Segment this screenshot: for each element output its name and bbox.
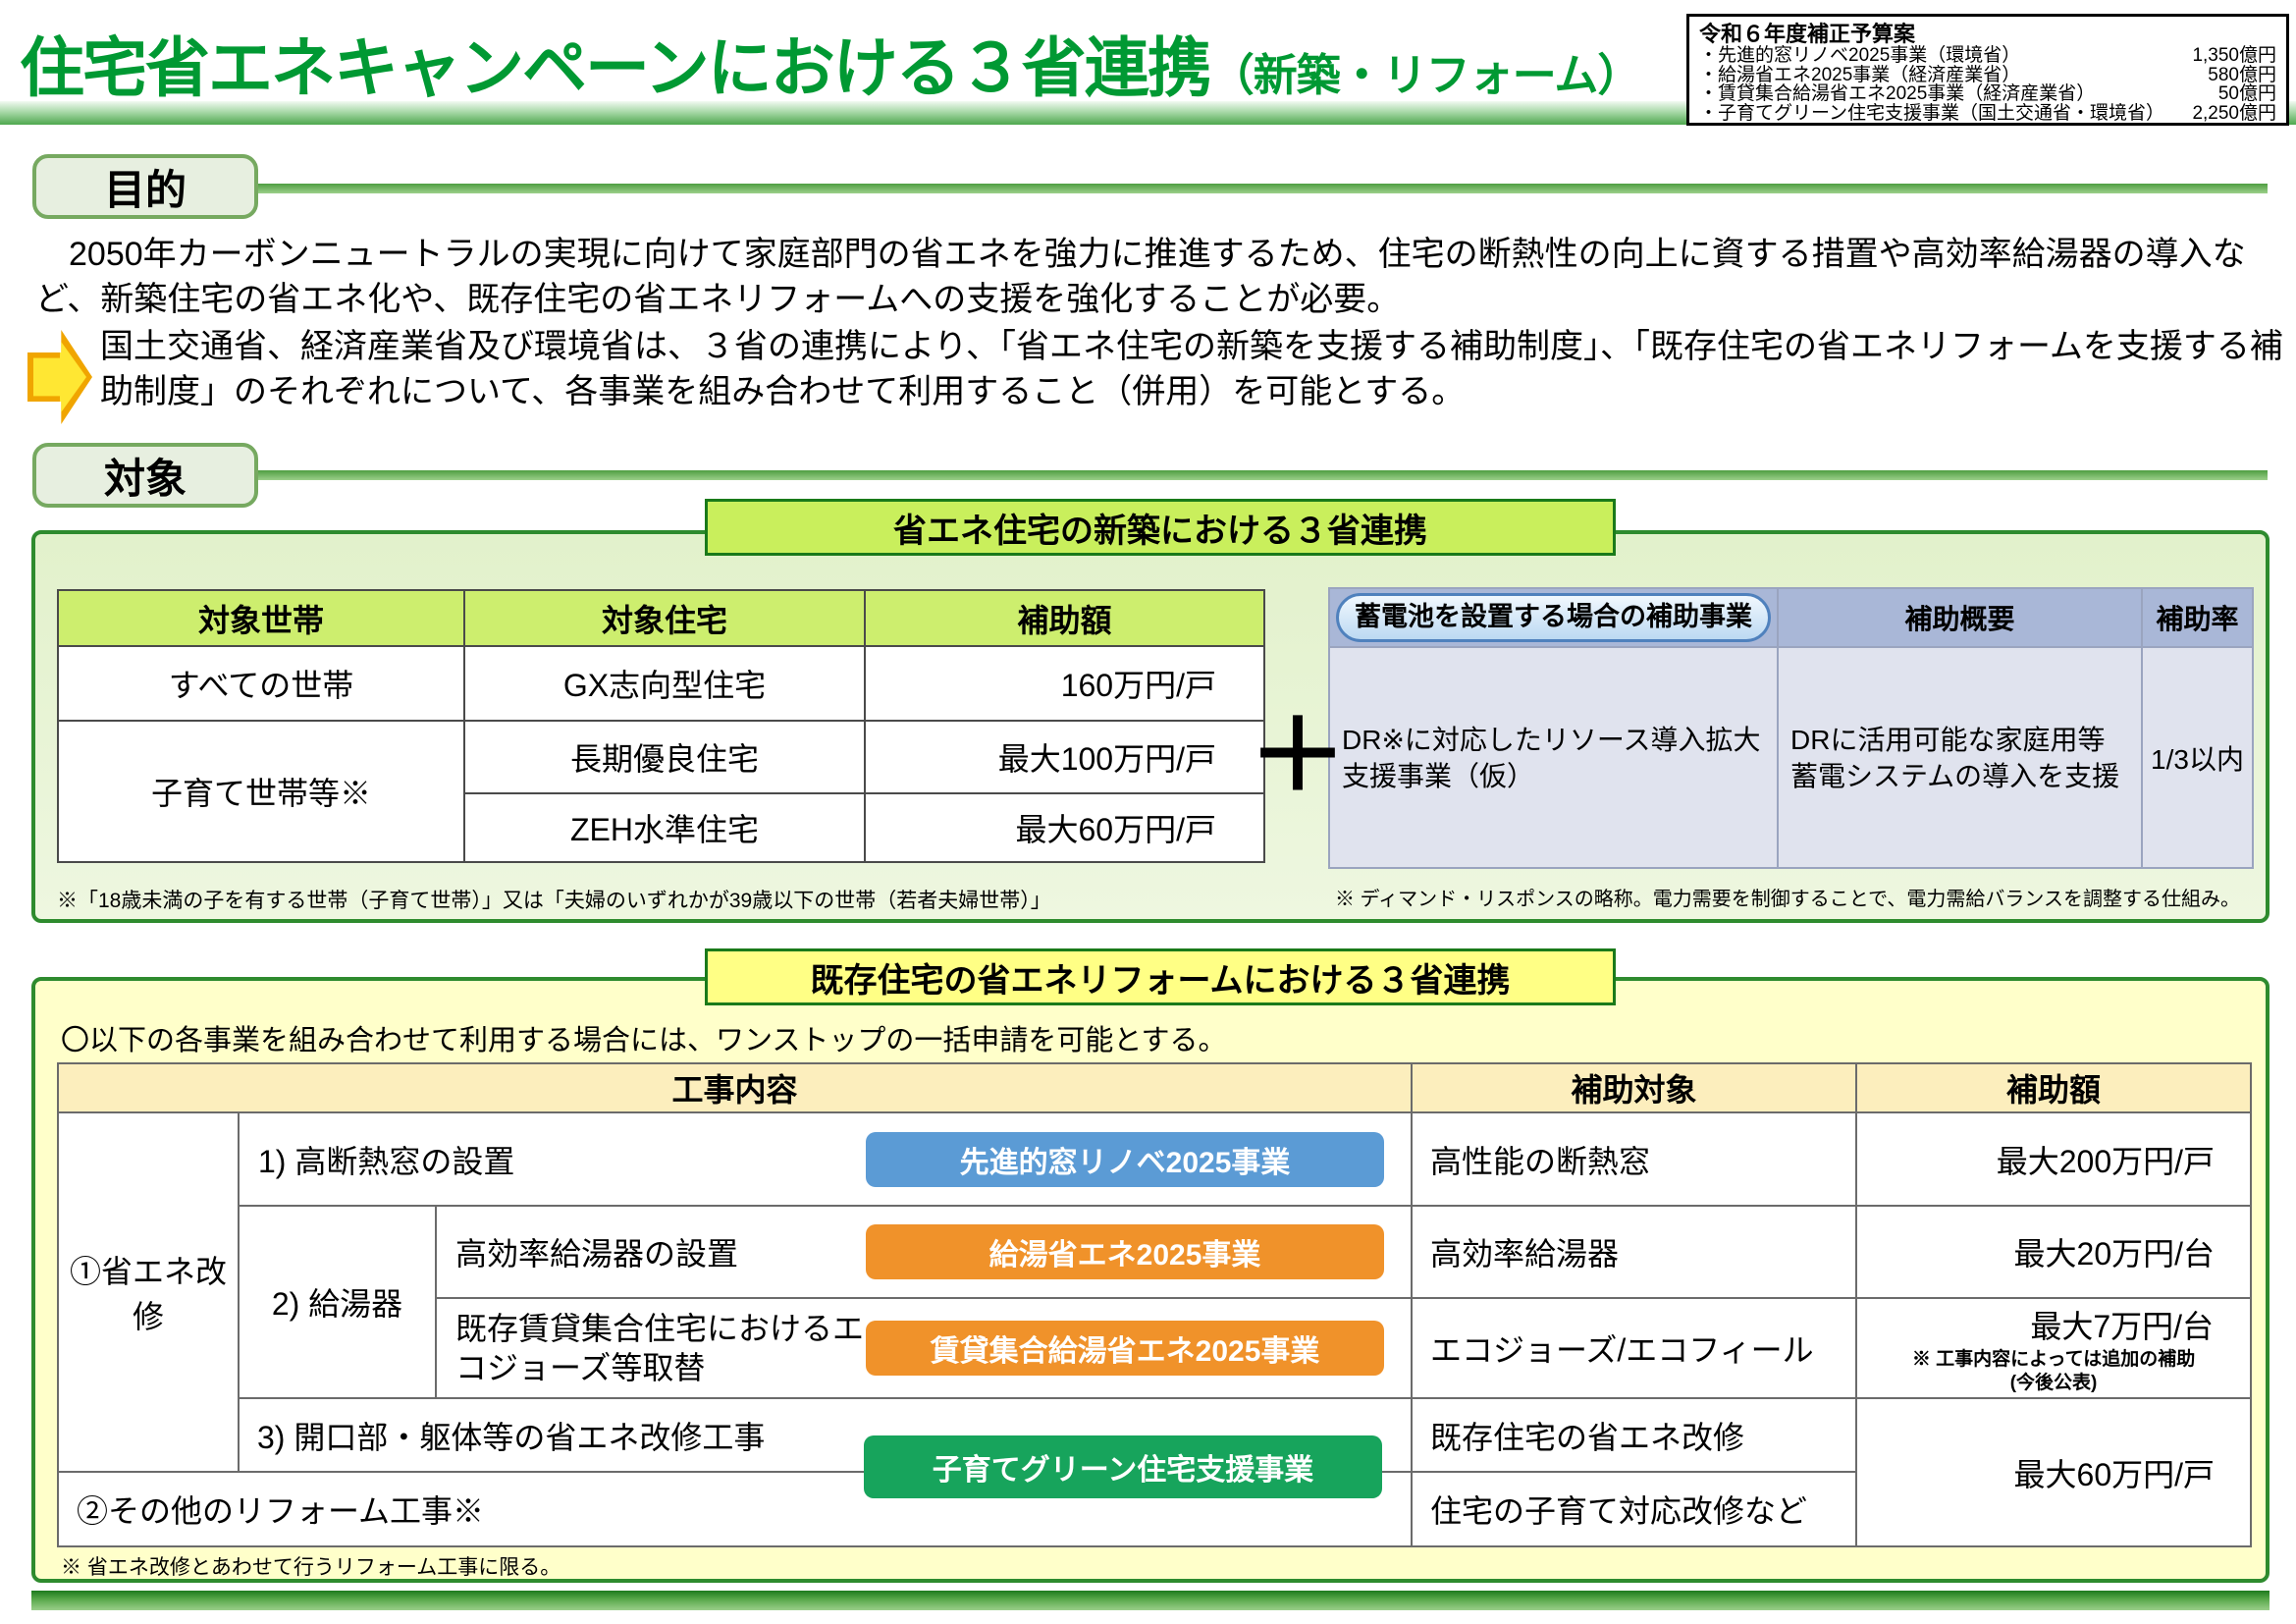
budget-item: ・子育てグリーン住宅支援事業（国土交通省・環境省） 2,250億円 xyxy=(1699,102,2276,124)
work-label: 既存賃貸集合住宅におけるエコジョーズ等取替 xyxy=(455,1311,865,1385)
new-construction-footnote: ※「18歳未満の子を有する世帯（子育て世帯）」又は「夫婦のいずれかが39歳以下の… xyxy=(57,890,1051,912)
col-header-household: 対象世帯 xyxy=(57,589,465,647)
battery-header-pill: 蓄電池を設置する場合の補助事業 xyxy=(1336,593,1771,642)
cell-amount: 最大60万円/戸 xyxy=(864,792,1265,863)
program-badge-mado-renovation: 先進的窓リノベ2025事業 xyxy=(866,1131,1385,1187)
dr-footnote: ※ ディマンド・リスポンスの略称。電力需要を制御することで、電力需給バランスを調… xyxy=(1335,889,2240,910)
reform-lead-text: 〇以下の各事業を組み合わせて利用する場合には、ワンストップの一括申請を可能とする… xyxy=(61,1025,1227,1056)
col-header-amount: 補助額 xyxy=(864,589,1265,647)
work-label: 高効率給湯器の設置 xyxy=(455,1236,739,1272)
reform-footnote: ※ 省エネ改修とあわせて行うリフォーム工事に限る。 xyxy=(61,1556,561,1579)
target-section-line xyxy=(32,470,2268,480)
amount-value: 最大7万円/台 xyxy=(2030,1309,2215,1344)
purpose-section-label: 目的 xyxy=(32,154,258,219)
work-label: 1) 高断熱窓の設置 xyxy=(258,1143,515,1179)
budget-item: ・給湯省エネ2025事業（経済産業省） 580億円 xyxy=(1699,64,2276,85)
cell-work: 3) 開口部・躯体等の省エネ改修工事 xyxy=(237,1397,1414,1473)
cell-target: 既存住宅の省エネ改修 xyxy=(1411,1397,1858,1473)
new-construction-heading: 省エネ住宅の新築における３省連携 xyxy=(705,499,1616,556)
budget-item-label: ・給湯省エネ2025事業（経済産業省） xyxy=(1699,64,2021,85)
amount-note-line1: ※ 工事内容によっては追加の補助 xyxy=(1911,1349,2196,1370)
budget-item-amount: 50億円 xyxy=(2217,83,2276,104)
table-row: 3) 開口部・躯体等の省エネ改修工事 既存住宅の省エネ改修 最大60万円/戸 xyxy=(58,1397,2253,1547)
budget-box: 令和６年度補正予算案 ・先進的窓リノベ2025事業（環境省） 1,350億円 ・… xyxy=(1686,14,2289,126)
cell-amount: 160万円/戸 xyxy=(864,645,1265,722)
table-row: 既存賃貸集合住宅におけるエコジョーズ等取替 賃貸集合給湯省エネ2025事業 エコ… xyxy=(58,1297,2253,1399)
cell-target: 高性能の断熱窓 xyxy=(1411,1111,1858,1207)
cell-amount: 最大60万円/戸 xyxy=(1855,1397,2253,1547)
col-header-summary: 補助概要 xyxy=(1777,587,2143,648)
cell-battery-summary: DRに活用可能な家庭用等蓄電システムの導入を支援 xyxy=(1777,646,2143,869)
cell-target: 住宅の子育て対応改修など xyxy=(1411,1471,1858,1547)
budget-item-amount: 1,350億円 xyxy=(2192,45,2276,66)
cell-amount: 最大7万円/台 ※ 工事内容によっては追加の補助 (今後公表) xyxy=(1855,1297,2253,1399)
cell-house: 長期優良住宅 xyxy=(463,720,866,794)
bottom-decorative-bar xyxy=(31,1591,2269,1610)
purpose-paragraph-1: 2050年カーボンニュートラルの実現に向けて家庭部門の省エネを強力に推進するため… xyxy=(35,236,2246,318)
table-row: 子育て世帯等※ 長期優良住宅 最大100万円/戸 xyxy=(57,720,1265,863)
cell-amount: 最大100万円/戸 xyxy=(864,720,1265,794)
table-row: ①省エネ改修 1) 高断熱窓の設置 先進的窓リノベ2025事業 高性能の断熱窓 … xyxy=(57,1111,2253,1473)
reform-heading: 既存住宅の省エネリフォームにおける３省連携 xyxy=(705,948,1616,1005)
cell-work: 1) 高断熱窓の設置 先進的窓リノベ2025事業 xyxy=(237,1111,1414,1207)
cell-house: GX志向型住宅 xyxy=(463,645,866,722)
table-row: すべての世帯 GX志向型住宅 160万円/戸 xyxy=(57,645,1265,722)
program-badge-chintai-kyuto: 賃貸集合給湯省エネ2025事業 xyxy=(866,1321,1385,1376)
col-header-house: 対象住宅 xyxy=(463,589,866,647)
program-badge-kosodate-green: 子育てグリーン住宅支援事業 xyxy=(864,1435,1382,1498)
purpose-paragraph-2: 国土交通省、経済産業省及び環境省は、３省の連携により、「省エネ住宅の新築を支援す… xyxy=(100,328,2283,410)
yellow-arrow-icon xyxy=(27,330,92,424)
page-title-row: 住宅省エネキャンペーンにおける３省連携 （新築・リフォーム） xyxy=(20,16,1642,110)
yellow-arrow-inner xyxy=(33,340,86,414)
cell-target: エコジョーズ/エコフィール xyxy=(1411,1297,1858,1399)
new-construction-table: 対象世帯 対象住宅 補助額 すべての世帯 GX志向型住宅 160万円/戸 子育て… xyxy=(57,589,1265,863)
col-header-work: 工事内容 xyxy=(56,1062,1414,1113)
purpose-section-line xyxy=(32,184,2268,193)
table-header-row: 工事内容 補助対象 補助額 xyxy=(56,1062,2253,1113)
cell-sub-label: 2) 給湯器 xyxy=(238,1205,437,1399)
page-title-suffix: （新築・リフォーム） xyxy=(1209,50,1642,100)
page-title: 住宅省エネキャンペーンにおける３省連携 xyxy=(20,31,1212,104)
budget-item: ・先進的窓リノベ2025事業（環境省） 1,350億円 xyxy=(1699,46,2276,66)
table-row: DR※に対応したリソース導入拡大支援事業（仮） DRに活用可能な家庭用等蓄電シス… xyxy=(1328,646,2254,869)
cell-work: 高効率給湯器の設置 給湯省エネ2025事業 xyxy=(434,1205,1414,1299)
budget-item-label: ・子育てグリーン住宅支援事業（国土交通省・環境省） xyxy=(1699,102,2165,124)
amount-note-line2: (今後公表) xyxy=(2009,1373,2098,1393)
cell-battery-program: DR※に対応したリソース導入拡大支援事業（仮） xyxy=(1328,646,1779,869)
cell-amount: 最大20万円/台 xyxy=(1855,1205,2253,1299)
table-row: ②その他のリフォーム工事※ 住宅の子育て対応改修など xyxy=(56,1471,2251,1547)
battery-header-cell: 蓄電池を設置する場合の補助事業 xyxy=(1328,587,1779,648)
table-row: ZEH水準住宅 最大60万円/戸 xyxy=(58,792,1265,863)
col-header-target: 補助対象 xyxy=(1411,1062,1858,1113)
table-header-row: 対象世帯 対象住宅 補助額 xyxy=(57,589,1265,647)
budget-item-amount: 2,250億円 xyxy=(2192,102,2276,124)
cell-work: 既存賃貸集合住宅におけるエコジョーズ等取替 賃貸集合給湯省エネ2025事業 xyxy=(434,1297,1414,1399)
budget-item-amount: 580億円 xyxy=(2208,64,2276,85)
col-header-amount: 補助額 xyxy=(1855,1062,2253,1113)
cell-battery-rate: 1/3以内 xyxy=(2141,646,2254,869)
cell-household: 子育て世帯等※ xyxy=(57,720,465,863)
target-section-label: 対象 xyxy=(32,443,258,508)
cell-target: 高効率給湯器 xyxy=(1411,1205,1858,1299)
cell-house: ZEH水準住宅 xyxy=(463,792,866,863)
reform-table: 工事内容 補助対象 補助額 ①省エネ改修 1) 高断熱窓の設置 先進的窓リノベ2… xyxy=(56,1062,2253,1547)
plus-sign: ＋ xyxy=(1249,700,1347,811)
budget-box-title: 令和６年度補正予算案 xyxy=(1699,22,1916,46)
budget-item-label: ・賃貸集合給湯省エネ2025事業（経済産業省） xyxy=(1699,83,2096,104)
cell-group-label: ①省エネ改修 xyxy=(57,1111,240,1473)
budget-item: ・賃貸集合給湯省エネ2025事業（経済産業省） 50億円 xyxy=(1699,84,2276,104)
program-badge-kyuto-shoene: 給湯省エネ2025事業 xyxy=(866,1224,1385,1279)
cell-amount: 最大200万円/戸 xyxy=(1855,1111,2253,1207)
table-header-row: 蓄電池を設置する場合の補助事業 補助概要 補助率 xyxy=(1328,587,2254,648)
battery-subsidy-table: 蓄電池を設置する場合の補助事業 補助概要 補助率 DR※に対応したリソース導入拡… xyxy=(1328,587,2254,869)
cell-household: すべての世帯 xyxy=(57,645,465,722)
col-header-rate: 補助率 xyxy=(2141,587,2254,648)
table-row: 2) 給湯器 高効率給湯器の設置 給湯省エネ2025事業 高効率給湯器 最大20… xyxy=(58,1205,2253,1399)
budget-item-label: ・先進的窓リノベ2025事業（環境省） xyxy=(1699,45,2021,66)
